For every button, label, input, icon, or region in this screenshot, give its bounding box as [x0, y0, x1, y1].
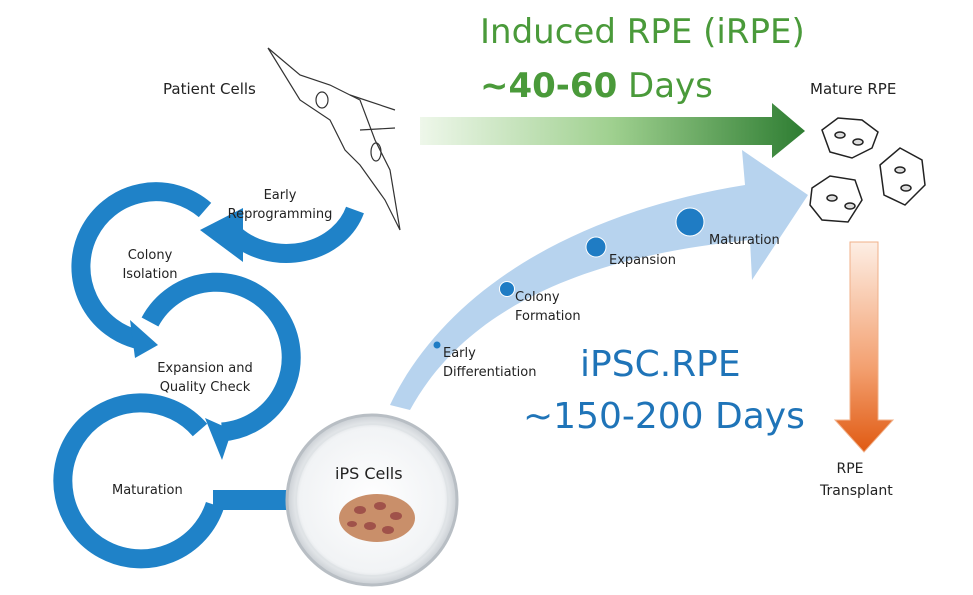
ipsc-curve-arrow — [390, 150, 808, 410]
cycle-maturation-label: Maturation — [112, 483, 183, 498]
rpe-transplant-line1: RPE — [836, 461, 864, 477]
expansion-quality-label: Expansion and Quality Check — [150, 359, 260, 397]
mature-rpe-cells — [809, 117, 926, 223]
reprogramming-cycle — [53, 182, 364, 569]
rpe-transplant-label: RPE Transplant — [820, 458, 893, 502]
ipsc-title: iPSC.RPE — [580, 344, 741, 385]
colony-formation-line1: Colony — [515, 290, 560, 305]
colony-isolation-label: Colony Isolation — [115, 246, 185, 284]
colony-isolation-line2: Isolation — [122, 267, 178, 282]
colony-formation-line2: Formation — [515, 309, 581, 324]
irpe-title: Induced RPE (iRPE) — [480, 12, 805, 52]
stage-dot-colony — [499, 281, 515, 297]
ipsc-duration: ~150-200 Days — [523, 396, 805, 437]
early-reprogramming-line2: Reprogramming — [227, 207, 333, 222]
patient-cells-label: Patient Cells — [163, 80, 256, 98]
ips-cells-label: iPS Cells — [335, 464, 403, 483]
transplant-arrow — [833, 241, 895, 453]
rpe-transplant-line2: Transplant — [820, 483, 893, 499]
stage-expansion-label: Expansion — [609, 253, 676, 268]
ips-cell-cluster — [339, 494, 415, 542]
irpe-duration: ~40-60 Days — [480, 66, 713, 106]
expansion-quality-line1: Expansion and — [157, 361, 253, 376]
early-differentiation-label: Early Differentiation — [443, 344, 536, 382]
early-reprogramming-line1: Early — [263, 188, 297, 203]
early-differentiation-line1: Early — [443, 346, 476, 361]
stage-dot-maturation — [675, 207, 705, 237]
expansion-quality-line2: Quality Check — [159, 380, 251, 395]
stage-maturation-label: Maturation — [709, 233, 780, 248]
colony-formation-label: Colony Formation — [515, 288, 581, 326]
stage-dot-early — [433, 341, 441, 349]
irpe-duration-range: ~40-60 — [480, 66, 618, 106]
irpe-arrow — [420, 103, 805, 158]
early-reprogramming-label: Early Reprogramming — [220, 186, 340, 224]
patient-cells-sketch — [267, 47, 401, 231]
early-differentiation-line2: Differentiation — [443, 365, 537, 380]
colony-isolation-line1: Colony — [127, 248, 173, 263]
stage-dot-expansion — [585, 236, 607, 258]
mature-rpe-label: Mature RPE — [810, 80, 897, 98]
irpe-duration-unit: Days — [617, 66, 713, 106]
